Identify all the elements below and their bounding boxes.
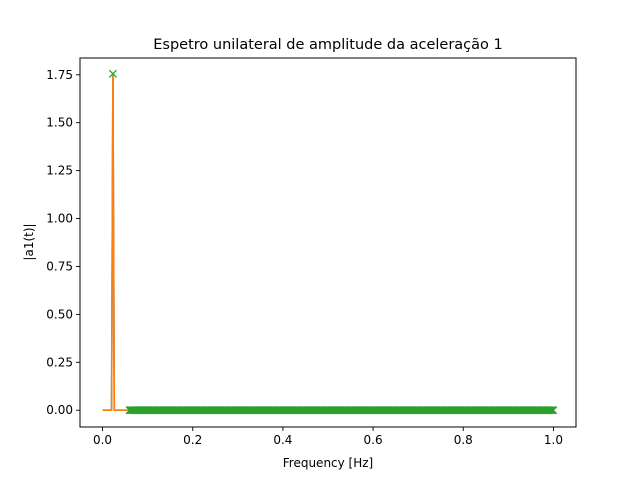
y-tick-label: 1.75 <box>46 68 73 82</box>
plot-area <box>102 69 558 415</box>
x-tick-label: 0.4 <box>273 433 292 447</box>
y-tick-label: 0.75 <box>46 259 73 273</box>
y-tick-label: 1.25 <box>46 164 73 178</box>
peak-marker-stroke-b <box>108 69 117 78</box>
zero-marker-b <box>547 406 557 415</box>
zero-marker-b <box>545 406 554 415</box>
y-tick-label: 0.00 <box>46 403 73 417</box>
axes-frame <box>79 57 577 428</box>
y-axis-label: |a1(t)| <box>22 223 36 260</box>
y-tick-label: 0.50 <box>46 307 73 321</box>
x-tick-label: 1.0 <box>544 433 563 447</box>
x-tick-label: 0.0 <box>93 433 112 447</box>
x-tick-label: 0.6 <box>364 433 383 447</box>
y-tick-label: 1.00 <box>46 212 73 226</box>
series-line-1 <box>102 73 130 412</box>
x-axis-label: Frequency [Hz] <box>283 456 374 470</box>
y-tick-label: 1.50 <box>46 116 73 130</box>
chart-title: Espetro unilateral de amplitude da acele… <box>153 37 503 53</box>
zero-marker-b <box>549 406 558 415</box>
y-tick-label: 0.25 <box>46 355 73 369</box>
x-tick-label: 0.2 <box>183 433 202 447</box>
zero-markers <box>125 406 558 415</box>
x-tick-label: 0.8 <box>454 433 473 447</box>
peak-marker <box>108 69 117 78</box>
axes: 0.0 0.2 0.4 0.6 0.8 1.0 0.00 0.25 0.50 0.75 1.00 1.… <box>46 57 577 447</box>
zero-marker-b <box>546 406 555 415</box>
